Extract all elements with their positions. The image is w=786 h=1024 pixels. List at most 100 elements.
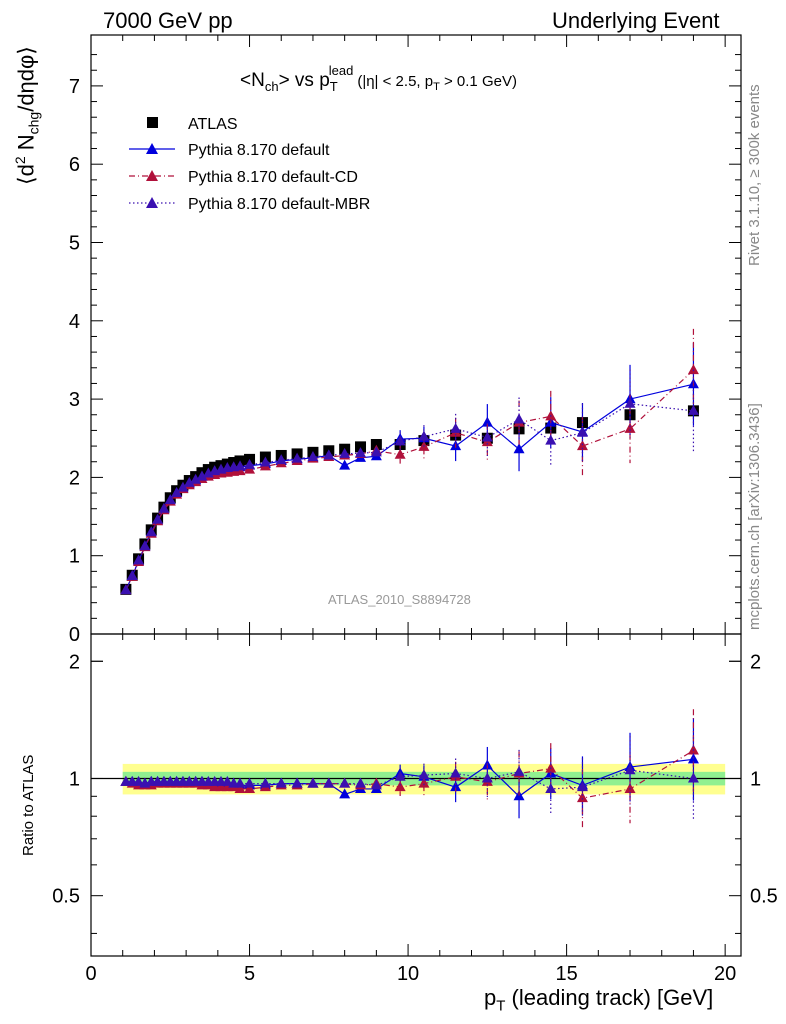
main-point xyxy=(139,540,151,551)
ratio-point xyxy=(450,781,462,792)
watermark: ATLAS_2010_S8894728 xyxy=(328,592,471,607)
header-left: 7000 GeV pp xyxy=(103,8,233,33)
main-point xyxy=(158,502,170,513)
main-point xyxy=(307,451,319,462)
ratio-point xyxy=(481,772,493,783)
x-tick-label: 20 xyxy=(714,963,736,985)
ratio-point xyxy=(339,788,351,799)
ratio-point xyxy=(394,781,406,792)
main-point xyxy=(196,470,208,481)
legend-cd: Pythia 8.170 default-CD xyxy=(129,169,358,186)
ratio-point xyxy=(624,782,636,793)
ratio-point xyxy=(275,777,287,788)
main-point xyxy=(370,446,382,457)
ratio-point xyxy=(418,769,430,780)
main-point xyxy=(394,435,406,446)
ratio-point xyxy=(234,782,246,793)
main-point xyxy=(164,494,176,505)
ratio-y-tick-label-right: 2 xyxy=(750,651,761,673)
main-atlas-point xyxy=(355,441,367,453)
main-point xyxy=(339,459,351,470)
main-point xyxy=(275,454,287,465)
svg-text:Pythia 8.170 default-CD: Pythia 8.170 default-CD xyxy=(188,169,358,186)
ratio-point xyxy=(450,767,462,778)
main-point xyxy=(190,473,202,484)
main-point xyxy=(234,460,246,471)
main-atlas-point xyxy=(370,439,382,451)
ratio-point xyxy=(624,764,636,775)
main-point xyxy=(481,416,493,427)
main-point xyxy=(291,452,303,463)
main-point xyxy=(513,413,525,424)
main-point xyxy=(355,447,367,458)
svg-text:Pythia 8.170 default: Pythia 8.170 default xyxy=(188,142,330,159)
ratio-point xyxy=(339,777,351,788)
x-tick-label: 5 xyxy=(244,963,255,985)
main-point xyxy=(624,422,636,433)
ratio-y-tick-label: 1 xyxy=(69,768,80,790)
main-point xyxy=(687,364,699,375)
legend-default: Pythia 8.170 default xyxy=(129,142,330,159)
ratio-point xyxy=(133,775,145,786)
ratio-frame xyxy=(90,633,742,957)
main-series-pythia-8-170-default-cd xyxy=(120,328,699,595)
main-point xyxy=(133,554,145,565)
ratio-y-tick-label-right: 0.5 xyxy=(750,886,778,908)
main-series-atlas xyxy=(120,405,699,595)
x-tick-label: 10 xyxy=(397,963,419,985)
main-point xyxy=(576,426,588,437)
main-point xyxy=(418,430,430,441)
y-tick-label: 3 xyxy=(69,389,80,411)
y-tick-label: 6 xyxy=(69,154,80,176)
y-tick-label: 2 xyxy=(69,467,80,489)
ratio-point xyxy=(291,777,303,788)
ratio-point xyxy=(244,782,256,793)
ratio-point xyxy=(576,781,588,792)
ratio-point xyxy=(545,782,557,793)
main-point xyxy=(450,422,462,433)
ratio-point xyxy=(418,777,430,788)
main-point xyxy=(394,448,406,459)
data-marks xyxy=(120,328,699,828)
main-point xyxy=(323,449,335,460)
ratio-point xyxy=(355,777,367,788)
ratio-point xyxy=(323,777,335,788)
svg-text:ATLAS: ATLAS xyxy=(188,116,238,133)
ratio-point xyxy=(244,777,256,788)
y-tick-label: 5 xyxy=(69,232,80,254)
ratio-y-tick-label: 0.5 xyxy=(52,886,80,908)
svg-text:Pythia 8.170 default-MBR: Pythia 8.170 default-MBR xyxy=(188,196,370,213)
main-point xyxy=(481,431,493,442)
main-point xyxy=(120,584,132,595)
y-tick-label: 0 xyxy=(69,624,80,646)
x-tick-label: 15 xyxy=(555,963,577,985)
legend-mbr: Pythia 8.170 default-MBR xyxy=(129,196,370,213)
main-point xyxy=(244,458,256,469)
main-point xyxy=(152,513,164,524)
main-point xyxy=(513,443,525,454)
y-tick-label: 7 xyxy=(69,76,80,98)
legend-atlas: ATLAS xyxy=(147,116,238,133)
ratio-point xyxy=(576,792,588,803)
main-point xyxy=(624,397,636,408)
main-series-line xyxy=(125,383,694,591)
main-point xyxy=(177,481,189,492)
ratio-y-tick-label: 2 xyxy=(69,651,80,673)
main-point xyxy=(145,526,157,537)
main-series-line xyxy=(125,403,694,591)
ratio-point xyxy=(234,777,246,788)
xlabel: pT (leading track) [GeV] xyxy=(484,985,714,1015)
main-point xyxy=(545,434,557,445)
main-point xyxy=(339,447,351,458)
y-tick-label: 1 xyxy=(69,546,80,568)
ratio-point xyxy=(221,775,233,786)
ratio-point xyxy=(394,770,406,781)
ratio-series-pythia-8-170-default-mbr xyxy=(120,735,699,820)
x-tick-label: 0 xyxy=(85,963,96,985)
y-tick-label: 4 xyxy=(69,311,80,333)
main-point xyxy=(171,487,183,498)
main-point xyxy=(687,404,699,415)
main-point xyxy=(183,476,195,487)
